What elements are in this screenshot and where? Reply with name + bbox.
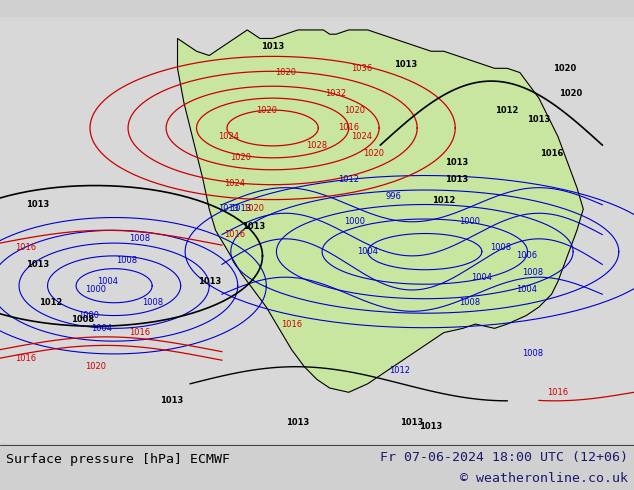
Text: 1013: 1013	[527, 115, 550, 124]
Text: Fr 07-06-2024 18:00 UTC (12+06): Fr 07-06-2024 18:00 UTC (12+06)	[380, 451, 628, 464]
Text: 1008: 1008	[458, 298, 480, 307]
Text: 1013: 1013	[394, 60, 417, 69]
Text: 1013: 1013	[27, 200, 49, 209]
Text: 1024: 1024	[217, 132, 239, 141]
Text: 1012: 1012	[389, 367, 410, 375]
Text: 1020: 1020	[243, 204, 264, 214]
Text: 1000: 1000	[84, 286, 106, 294]
Text: 1012: 1012	[496, 106, 519, 116]
Text: 1032: 1032	[325, 89, 347, 98]
Polygon shape	[178, 30, 583, 392]
Text: 1016: 1016	[15, 354, 36, 363]
Text: 1008: 1008	[522, 349, 543, 358]
Text: 1013: 1013	[230, 204, 252, 214]
Text: 996: 996	[385, 192, 401, 201]
Text: 1000: 1000	[458, 217, 480, 226]
Text: 1000: 1000	[344, 217, 366, 226]
Text: 1004: 1004	[357, 247, 378, 256]
Text: 1013: 1013	[261, 43, 284, 51]
Text: 1016: 1016	[15, 243, 36, 252]
Text: 1013: 1013	[160, 396, 183, 405]
Text: 1008: 1008	[490, 243, 512, 252]
Text: 1008: 1008	[141, 298, 163, 307]
Text: 1020: 1020	[553, 64, 576, 73]
Text: 1012: 1012	[338, 174, 359, 184]
Text: 1024: 1024	[224, 179, 245, 188]
Text: 1013: 1013	[445, 158, 468, 167]
Text: 1036: 1036	[351, 64, 372, 73]
Text: 1013: 1013	[445, 174, 468, 184]
Text: 1016: 1016	[224, 230, 245, 239]
Text: 1013: 1013	[27, 260, 49, 269]
Text: 1016: 1016	[129, 328, 150, 337]
Text: 1016: 1016	[338, 123, 359, 132]
Text: 1012: 1012	[39, 298, 62, 307]
Text: 1020: 1020	[344, 106, 366, 116]
Text: 1008: 1008	[71, 316, 94, 324]
Text: 1016: 1016	[540, 149, 563, 158]
Text: 1013: 1013	[217, 204, 239, 214]
Text: 1012: 1012	[432, 196, 455, 205]
Text: 1008: 1008	[522, 269, 543, 277]
Text: 1016: 1016	[281, 319, 302, 329]
Text: 1013: 1013	[420, 422, 443, 431]
Text: © weatheronline.co.uk: © weatheronline.co.uk	[460, 472, 628, 485]
Text: 1013: 1013	[287, 417, 309, 427]
Text: 1004: 1004	[471, 273, 493, 282]
Text: 1024: 1024	[351, 132, 372, 141]
Text: 1028: 1028	[306, 141, 328, 149]
Text: 1020: 1020	[84, 362, 106, 371]
Text: 1000: 1000	[78, 311, 100, 320]
Text: Surface pressure [hPa] ECMWF: Surface pressure [hPa] ECMWF	[6, 453, 230, 466]
Text: 1004: 1004	[515, 286, 537, 294]
Text: 1020: 1020	[559, 89, 582, 98]
Text: 1020: 1020	[275, 68, 296, 77]
Text: 1013: 1013	[401, 417, 424, 427]
Text: 1020: 1020	[230, 153, 252, 162]
Text: 1008: 1008	[116, 256, 138, 265]
Text: 1016: 1016	[547, 388, 569, 397]
Text: 1013: 1013	[242, 221, 265, 230]
Text: 1004: 1004	[97, 277, 119, 286]
Text: 1013: 1013	[198, 277, 221, 286]
Text: 1020: 1020	[256, 106, 277, 116]
Text: 1020: 1020	[363, 149, 385, 158]
Text: 1008: 1008	[129, 234, 150, 244]
Text: 1004: 1004	[91, 324, 112, 333]
Text: 1006: 1006	[515, 251, 537, 260]
